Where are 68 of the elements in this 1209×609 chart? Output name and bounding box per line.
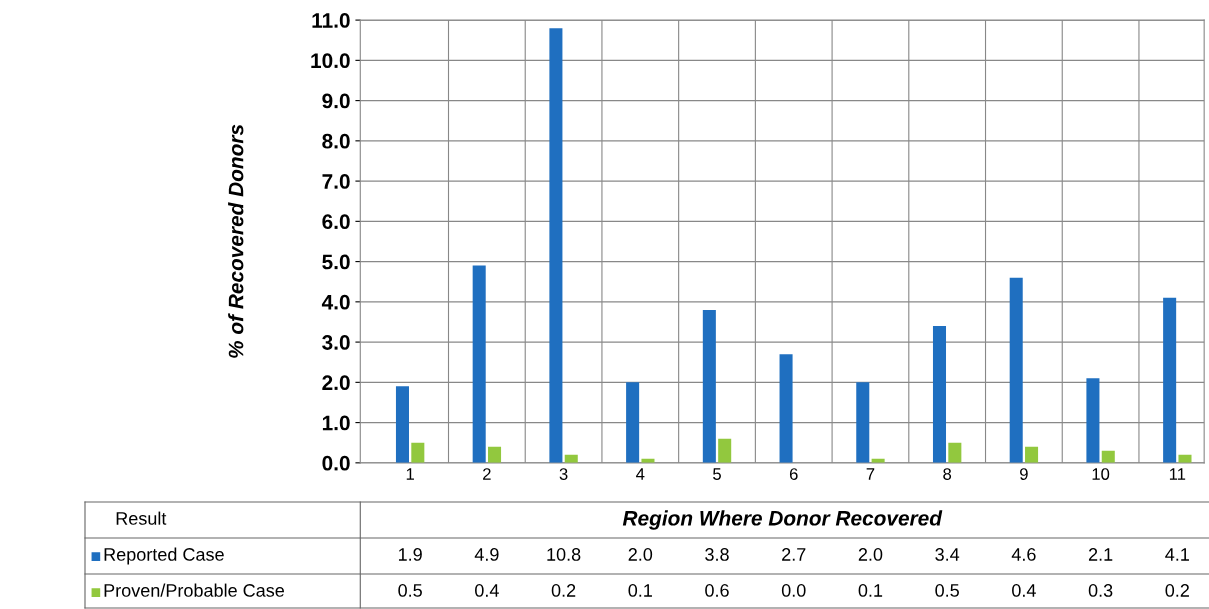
- legend-label: Reported Case: [104, 547, 224, 565]
- y-tick-label: 7.0: [322, 174, 350, 189]
- bar: [549, 28, 563, 463]
- x-tick-label: 5: [713, 468, 721, 480]
- bar: [1178, 454, 1192, 463]
- bar: [411, 442, 425, 463]
- bar: [488, 446, 502, 463]
- bar: [1163, 297, 1177, 463]
- data-label: 2.0: [858, 548, 883, 561]
- bar: [472, 265, 486, 463]
- y-tick-label: 4.0: [321, 294, 350, 310]
- x-axis-title: Region Where Donor Recovered: [622, 510, 943, 530]
- y-tick-label: 5.0: [322, 254, 350, 270]
- y-tick-label: 9.0: [322, 93, 350, 109]
- data-label: 0.2: [1165, 584, 1189, 597]
- y-tick-label: 2.0: [322, 375, 350, 391]
- data-label: 4.9: [474, 548, 499, 561]
- bar: [1086, 378, 1100, 463]
- data-label: 4.1: [1165, 548, 1189, 561]
- data-label: 0.5: [935, 584, 959, 597]
- x-tick-label: 7: [866, 468, 875, 480]
- y-tick-label: 11.0: [312, 13, 350, 28]
- x-tick-label: 11: [1169, 468, 1186, 480]
- bar: [1009, 277, 1023, 463]
- data-label: 2.1: [1088, 548, 1113, 561]
- data-label: 0.5: [398, 584, 422, 597]
- data-label: 2.7: [782, 548, 806, 561]
- text: Result: [116, 511, 167, 525]
- bar: [702, 309, 716, 463]
- data-label: 0.2: [551, 584, 576, 597]
- bar: [856, 382, 870, 463]
- x-tick-label: 8: [943, 468, 952, 480]
- y-tick-label: 6.0: [322, 214, 350, 230]
- x-tick-label: 6: [789, 468, 798, 480]
- data-label: 0.1: [858, 584, 883, 597]
- y-tick-label: 8.0: [322, 133, 350, 149]
- legend-label: Proven/Probable Case: [104, 583, 284, 597]
- bar: [932, 325, 947, 463]
- y-tick-label: 0.0: [322, 455, 350, 471]
- data-label: 10.8: [547, 548, 581, 561]
- x-tick-label: 9: [1020, 468, 1028, 480]
- data-label: 2.0: [628, 548, 653, 561]
- bar: [779, 354, 793, 463]
- y-axis-title: % of Recovered Donors: [228, 124, 244, 358]
- data-label: 0.1: [628, 584, 652, 597]
- x-tick-label: 4: [636, 468, 645, 480]
- data-label: 0.4: [475, 584, 499, 597]
- data-label: 3.8: [705, 548, 729, 561]
- y-tick-label: 3.0: [322, 335, 350, 350]
- data-label: 0.6: [705, 584, 729, 597]
- data-label: 1.9: [398, 548, 422, 561]
- bar: [948, 442, 962, 463]
- data-label: 0.3: [1088, 584, 1113, 597]
- data-label: 4.6: [1011, 548, 1036, 561]
- data-label: 0.4: [1012, 584, 1036, 597]
- bar: [1025, 446, 1039, 463]
- bar: [626, 382, 640, 463]
- x-tick-label: 2: [483, 468, 491, 480]
- bar: [1101, 450, 1115, 463]
- y-tick-label: 10.0: [311, 53, 350, 69]
- y-tick-label: 1.0: [322, 415, 350, 431]
- bar: [718, 438, 732, 463]
- x-tick-label: 1: [406, 468, 414, 480]
- data-label: 0.0: [781, 584, 806, 597]
- data-label: 3.4: [935, 548, 960, 561]
- x-tick-label: 10: [1092, 468, 1110, 480]
- bar: [395, 386, 409, 463]
- x-tick-label: 3: [559, 468, 568, 480]
